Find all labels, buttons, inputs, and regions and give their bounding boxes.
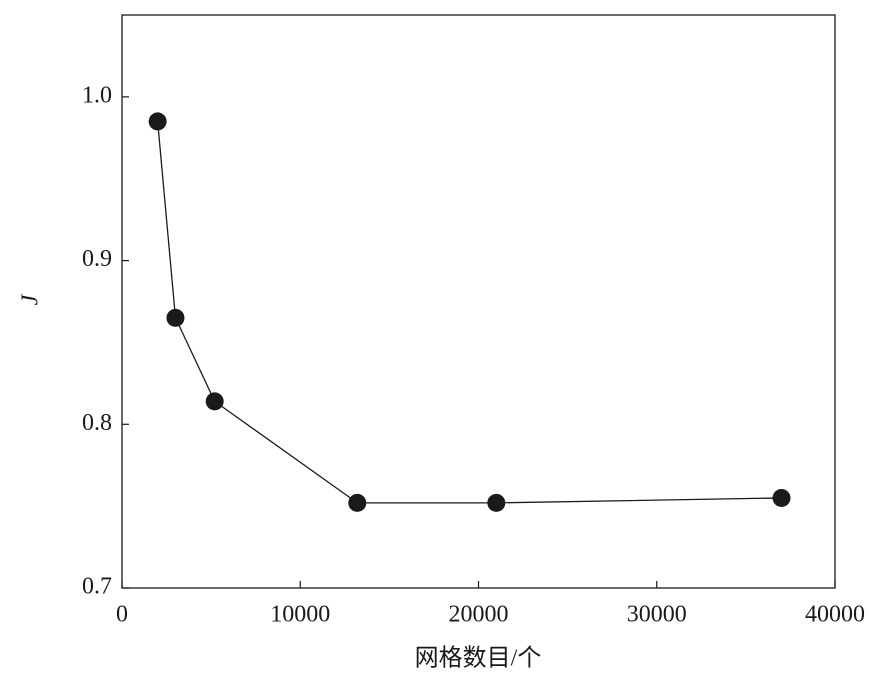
x-tick-label: 40000 [805, 602, 865, 628]
y-axis-label: J [18, 293, 44, 305]
series-line [157, 121, 782, 504]
x-tick-label: 20000 [449, 602, 509, 628]
x-axis-label: 网格数目/个 [415, 645, 542, 672]
data-point [772, 488, 791, 507]
data-point [166, 308, 185, 327]
y-tick-label: 0.8 [82, 410, 112, 436]
y-tick-label: 0.7 [82, 574, 112, 600]
plot-frame [121, 14, 836, 589]
y-tick-label: 0.9 [82, 246, 112, 272]
x-tick-label: 30000 [627, 602, 687, 628]
data-point [487, 493, 506, 512]
y-tick-label: 1.0 [82, 82, 112, 108]
data-point [148, 112, 167, 131]
x-tick-label: 0 [116, 602, 128, 628]
data-point [205, 392, 224, 411]
x-tick-label: 10000 [270, 602, 330, 628]
data-point [348, 493, 367, 512]
